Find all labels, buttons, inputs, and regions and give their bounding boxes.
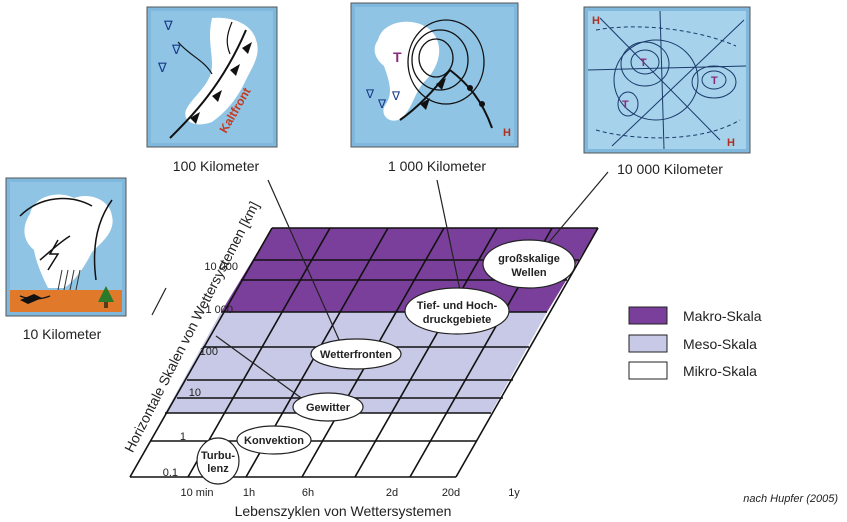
low-label: T — [393, 49, 402, 65]
phenomenon-label: Gewitter — [306, 402, 351, 414]
x-tick: 2d — [386, 487, 398, 499]
low-label: T — [622, 99, 629, 111]
ellipse-fronts: Wetterfronten — [310, 338, 402, 370]
y-tick: 10 — [189, 387, 201, 399]
legend: Makro-Skala Meso-Skala Mikro-Skala — [628, 306, 762, 380]
ellipse-convection: Konvektion — [236, 425, 312, 455]
ellipse-turbulence: Turbu- lenz — [196, 437, 240, 485]
low-label: T — [640, 57, 647, 69]
svg-text:∇: ∇ — [157, 60, 167, 75]
phenomenon-label: Wetterfronten — [320, 349, 392, 361]
y-tick: 100 — [200, 346, 218, 358]
svg-text:∇: ∇ — [377, 97, 387, 111]
y-tick: 0.1 — [163, 467, 178, 479]
micro-band — [130, 413, 491, 477]
source-credit: nach Hupfer (2005) — [743, 493, 838, 505]
leader-lines — [151, 171, 609, 401]
phenomena: Turbu- lenz Konvektion Gewitter Wetterfr… — [196, 239, 576, 485]
svg-text:∇: ∇ — [171, 42, 181, 57]
x-ticks: 10 min 1h 6h 2d 20d 1y — [180, 487, 520, 499]
phenomenon-label: Turbu- — [201, 450, 235, 462]
high-label: H — [727, 137, 735, 149]
x-axis-label: Lebenszyklen von Wettersystemen — [235, 503, 452, 519]
thumbnail-caption: 10 000 Kilometer — [617, 161, 723, 177]
phenomenon-label: lenz — [207, 463, 229, 475]
legend-item-meso: Meso-Skala — [628, 334, 757, 353]
x-tick: 6h — [302, 487, 314, 499]
thumbnail-caption: 1 000 Kilometer — [388, 158, 486, 174]
phenomenon-label: druckgebiete — [423, 314, 491, 326]
phenomenon-label: Tief- und Hoch- — [417, 300, 498, 312]
ellipse-thunderstorm: Gewitter — [292, 392, 364, 422]
thumbnail-caption: 10 Kilometer — [23, 326, 102, 342]
svg-text:∇: ∇ — [163, 18, 173, 33]
thumbnail-10000km: H H T T T — [583, 6, 751, 154]
low-label: T — [711, 75, 718, 87]
phenomenon-label: Wellen — [511, 267, 547, 279]
ellipse-large-waves: großskalige Wellen — [482, 239, 576, 289]
svg-text:∇: ∇ — [365, 87, 375, 101]
thumbnail-1000km: ∇ ∇ ∇ T H — [350, 2, 519, 148]
y-tick: 1 000 — [205, 304, 233, 316]
y-tick: 10 000 — [204, 261, 238, 273]
y-ticks: 10 000 1 000 100 10 1 0.1 — [163, 261, 238, 479]
thumbnail-100km: ∇ ∇ ∇ Kaltfront — [146, 6, 278, 148]
thumbnail-10km — [5, 177, 127, 317]
svg-text:∇: ∇ — [391, 89, 401, 103]
high-label: H — [503, 127, 511, 139]
y-tick: 1 — [180, 431, 186, 443]
legend-item-macro: Makro-Skala — [628, 306, 762, 325]
high-label: H — [592, 15, 600, 27]
x-tick: 20d — [442, 487, 460, 499]
x-tick: 10 min — [180, 487, 213, 499]
legend-label: Makro-Skala — [683, 308, 762, 324]
x-tick: 1y — [508, 487, 520, 499]
thumbnail-caption: 100 Kilometer — [173, 158, 260, 174]
x-tick: 1h — [243, 487, 255, 499]
phenomenon-label: Konvektion — [244, 435, 304, 447]
phenomenon-label: großskalige — [498, 253, 560, 265]
legend-item-micro: Mikro-Skala — [628, 361, 757, 380]
legend-label: Meso-Skala — [683, 336, 757, 352]
ellipse-pressure-systems: Tief- und Hoch- druckgebiete — [404, 287, 510, 335]
legend-label: Mikro-Skala — [683, 363, 757, 379]
